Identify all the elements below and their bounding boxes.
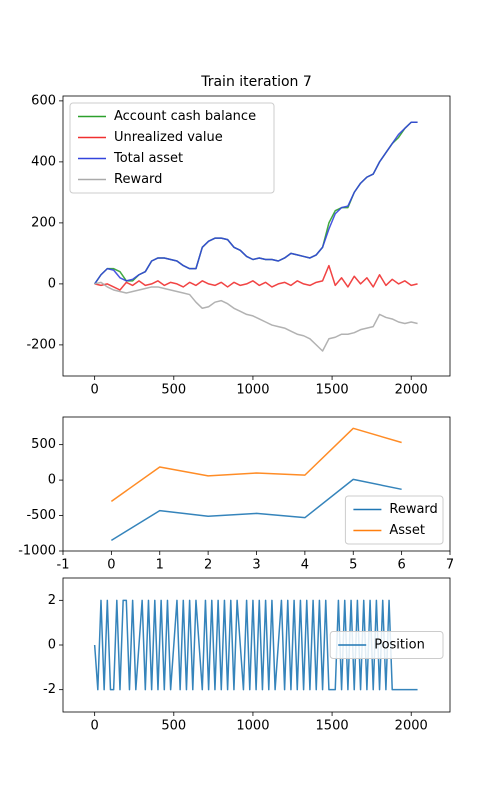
- x-tick-label: 5: [349, 558, 357, 573]
- x-tick-label: -1: [57, 558, 70, 573]
- x-tick-label: 0: [91, 383, 99, 398]
- x-tick-label: 2000: [395, 383, 428, 398]
- x-tick-label: 1000: [236, 719, 269, 734]
- x-tick-label: 1: [156, 558, 164, 573]
- x-tick-label: 1500: [316, 383, 349, 398]
- x-tick-label: 2: [204, 558, 212, 573]
- axes-frame: [62, 95, 451, 377]
- y-tick-label: 600: [31, 93, 56, 108]
- series-line: [94, 121, 418, 285]
- x-tick-label: 500: [161, 383, 186, 398]
- series-line: [94, 264, 418, 291]
- x-tick-label: 1000: [236, 383, 269, 398]
- series-line: [110, 427, 402, 502]
- x-tick-label: 1500: [316, 719, 349, 734]
- y-tick-label: -2: [43, 682, 56, 697]
- legend-label: Asset: [389, 523, 425, 538]
- y-tick-label: 2: [48, 593, 56, 608]
- legend-box: [344, 495, 444, 545]
- x-tick-label: 6: [397, 558, 405, 573]
- y-tick-label: 500: [31, 437, 56, 452]
- chart-title: Train iteration 7: [200, 74, 312, 90]
- legend-box: [69, 102, 275, 194]
- series-line: [110, 478, 402, 542]
- legend-label: Reward: [114, 172, 162, 187]
- y-tick-label: -1000: [18, 544, 56, 559]
- x-tick-label: 3: [252, 558, 260, 573]
- series-line: [93, 599, 418, 691]
- x-tick-label: 2000: [395, 719, 428, 734]
- x-tick-label: 0: [107, 558, 115, 573]
- y-tick-label: 400: [31, 154, 56, 169]
- legend-label: Position: [374, 638, 425, 653]
- series-line: [94, 281, 418, 352]
- x-tick-label: 7: [446, 558, 454, 573]
- x-tick-label: 500: [161, 719, 186, 734]
- y-tick-label: 0: [48, 276, 56, 291]
- y-tick-label: 0: [48, 638, 56, 653]
- x-tick-label: 4: [301, 558, 309, 573]
- legend-label: Unrealized value: [114, 130, 223, 145]
- y-tick-label: 200: [31, 215, 56, 230]
- y-tick-label: -200: [26, 337, 56, 352]
- legend-label: Total asset: [113, 151, 183, 166]
- y-tick-label: -500: [26, 508, 56, 523]
- legend-box: [329, 631, 444, 659]
- y-tick-label: 0: [48, 473, 56, 488]
- x-tick-label: 0: [91, 719, 99, 734]
- legend-label: Reward: [389, 502, 437, 517]
- legend-label: Account cash balance: [114, 109, 256, 124]
